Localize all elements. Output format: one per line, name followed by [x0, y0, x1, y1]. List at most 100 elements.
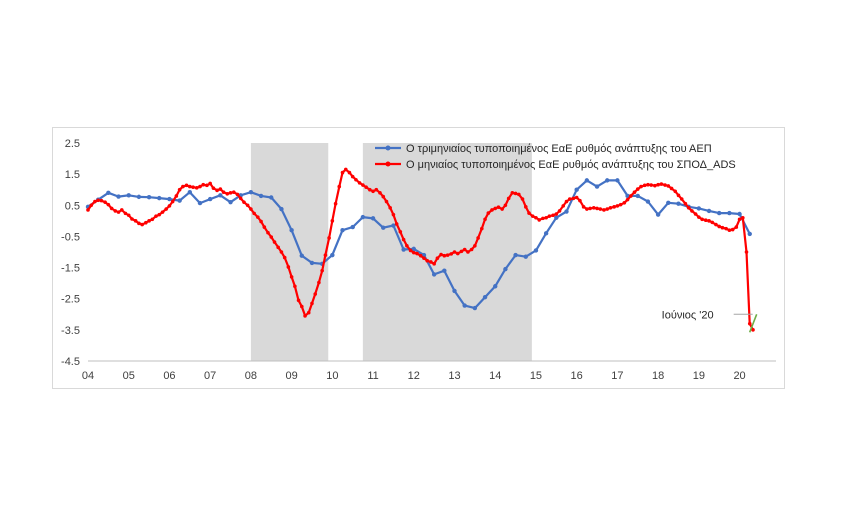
data-point: [201, 182, 206, 187]
data-point: [707, 219, 711, 223]
x-tick-label: 06: [163, 370, 175, 382]
data-point: [269, 195, 274, 200]
data-point: [177, 187, 182, 192]
data-point: [391, 223, 396, 228]
data-point: [361, 183, 365, 187]
data-point: [517, 192, 521, 197]
legend-marker: [385, 161, 391, 167]
data-point: [547, 214, 552, 218]
data-point: [357, 181, 362, 185]
data-point: [86, 208, 90, 212]
data-point: [717, 224, 722, 229]
data-point: [656, 182, 660, 187]
data-point: [408, 248, 413, 253]
data-point: [513, 191, 518, 196]
x-tick-label: 17: [611, 370, 623, 382]
data-point: [187, 190, 193, 195]
data-point: [181, 184, 185, 189]
data-point: [612, 205, 616, 209]
data-point: [350, 174, 355, 179]
data-point: [137, 221, 141, 226]
data-point: [737, 211, 742, 217]
annotation-arrow: [748, 313, 758, 333]
data-point: [167, 196, 172, 202]
data-point: [89, 203, 94, 208]
series-layer: [85, 167, 755, 332]
legend-item-0: Ο τριμηνιαίος τυποποιημένος ΕαΕ ρυθμός α…: [375, 143, 712, 155]
data-point: [184, 183, 189, 188]
data-point: [564, 199, 569, 204]
data-point: [632, 190, 637, 195]
legend-marker: [385, 145, 391, 151]
data-point: [207, 196, 213, 202]
data-point: [384, 199, 389, 204]
data-point: [364, 185, 368, 190]
data-point: [310, 301, 314, 306]
data-point: [727, 228, 732, 232]
data-point: [659, 182, 664, 186]
data-point: [327, 236, 331, 240]
legend-label: Ο τριμηνιαίος τυποποιημένος ΕαΕ ρυθμός α…: [406, 143, 712, 155]
data-point: [459, 249, 464, 254]
data-point: [415, 251, 419, 256]
data-point: [629, 194, 633, 198]
data-point: [506, 196, 511, 201]
data-point: [615, 178, 620, 183]
data-point: [455, 251, 460, 256]
data-point: [282, 255, 287, 260]
shaded-period-0: [250, 143, 329, 361]
data-point: [259, 219, 263, 224]
data-point: [537, 218, 542, 222]
data-point: [493, 206, 498, 211]
data-point: [479, 226, 484, 231]
data-point: [500, 207, 504, 211]
data-point: [374, 187, 379, 192]
data-point: [422, 256, 426, 261]
data-point: [96, 198, 100, 203]
data-point: [157, 212, 162, 217]
data-point: [303, 314, 307, 318]
data-point: [211, 186, 216, 190]
data-point: [418, 253, 423, 258]
data-point: [293, 284, 297, 289]
data-point: [655, 212, 661, 217]
data-point: [533, 248, 539, 253]
legend-label: Ο μηνιαίος τυποποιημένος ΕαΕ ρυθμός ανάπ…: [406, 159, 736, 171]
x-tick-label: 13: [448, 370, 460, 382]
data-point: [164, 207, 168, 211]
data-point: [482, 294, 488, 300]
data-point: [157, 195, 162, 201]
data-point: [266, 230, 270, 235]
data-point: [320, 268, 324, 273]
data-point: [238, 196, 243, 201]
data-point: [676, 193, 681, 198]
data-point: [496, 205, 501, 209]
data-point: [439, 252, 443, 257]
data-point: [435, 256, 440, 261]
y-tick-label: 2.5: [65, 138, 80, 150]
data-point: [388, 205, 392, 210]
data-point: [231, 190, 236, 195]
x-tick-label: 12: [408, 370, 420, 382]
data-point: [483, 217, 487, 222]
data-point: [113, 209, 118, 213]
data-point: [588, 206, 592, 211]
data-point: [486, 211, 491, 215]
data-point: [646, 182, 650, 187]
data-point: [557, 209, 562, 213]
data-point: [697, 215, 701, 219]
data-point: [720, 225, 725, 230]
data-point: [235, 192, 240, 197]
data-point: [751, 328, 755, 332]
data-point: [309, 260, 315, 266]
data-point: [523, 254, 528, 259]
data-point: [170, 199, 175, 204]
data-point: [734, 225, 739, 229]
data-point: [602, 208, 606, 212]
data-point: [564, 209, 569, 214]
x-tick-label: 20: [733, 370, 745, 382]
data-point: [330, 252, 335, 258]
data-point: [554, 212, 559, 216]
legend: Ο τριμηνιαίος τυποποιημένος ΕαΕ ρυθμός α…: [375, 143, 736, 171]
data-point: [683, 201, 688, 206]
